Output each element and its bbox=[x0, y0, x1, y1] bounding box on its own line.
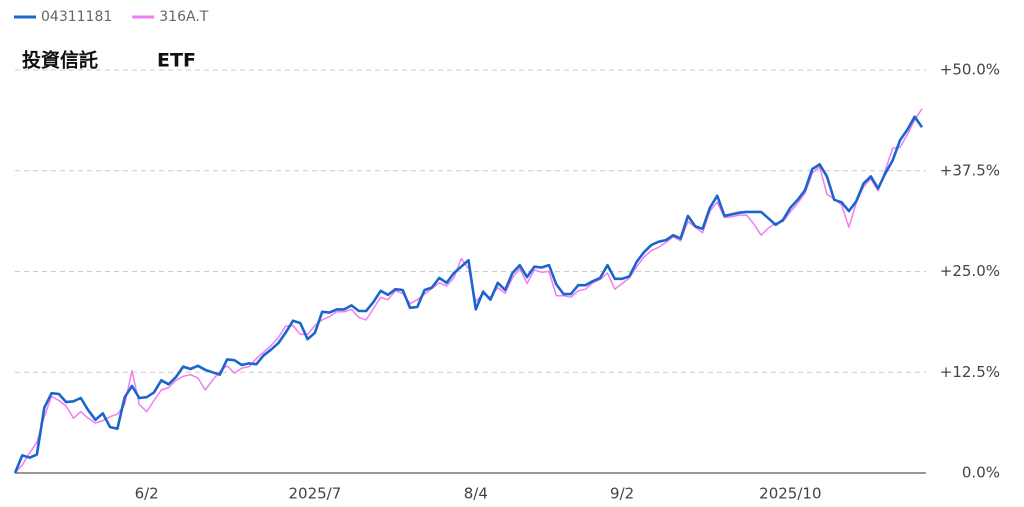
legend-label: 04311181 bbox=[41, 9, 112, 25]
x-tick-label: 8/4 bbox=[464, 485, 488, 503]
legend-label: 316A.T bbox=[159, 9, 209, 25]
x-tick-label: 2025/7 bbox=[289, 485, 342, 503]
y-tick-label: 0.0% bbox=[962, 464, 1000, 482]
x-tick-label: 6/2 bbox=[135, 485, 159, 503]
annotation: ETF bbox=[157, 50, 196, 72]
y-tick-label: +50.0% bbox=[940, 61, 1000, 79]
y-tick-label: +25.0% bbox=[940, 262, 1000, 280]
x-tick-label: 9/2 bbox=[610, 485, 634, 503]
x-tick-label: 2025/10 bbox=[759, 485, 821, 503]
annotation: 投資信託 bbox=[22, 49, 98, 72]
y-tick-label: +12.5% bbox=[940, 363, 1000, 381]
series-line bbox=[13, 115, 924, 474]
series-line bbox=[14, 108, 923, 474]
y-tick-label: +37.5% bbox=[940, 161, 1000, 179]
